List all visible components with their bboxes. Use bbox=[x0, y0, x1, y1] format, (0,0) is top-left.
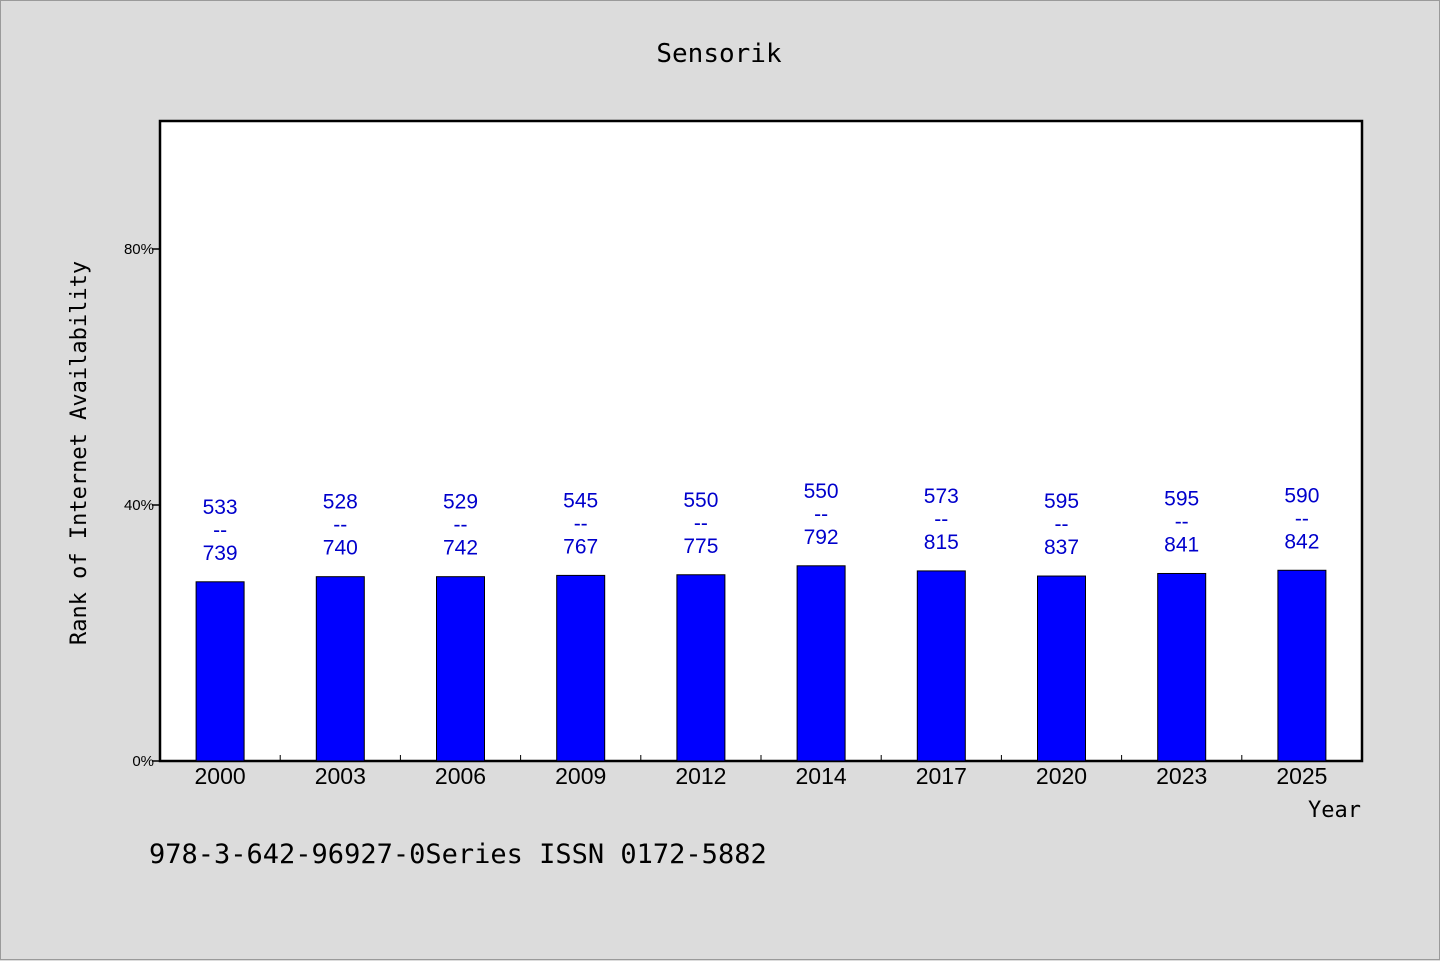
data-label-2020: 837 bbox=[1044, 536, 1079, 559]
x-tick-label: 2012 bbox=[675, 763, 726, 789]
data-label-2003: -- bbox=[333, 514, 347, 537]
x-tick-label: 2009 bbox=[555, 763, 606, 789]
data-label-2006: -- bbox=[454, 514, 468, 537]
data-label-2000: 739 bbox=[203, 542, 238, 565]
data-label-2000: 533 bbox=[203, 496, 238, 519]
bars-group bbox=[195, 565, 1327, 762]
data-label-2006: 529 bbox=[443, 491, 478, 514]
data-label-2017: 573 bbox=[924, 485, 959, 508]
x-tick-label: 2014 bbox=[796, 763, 847, 789]
data-label-2012: -- bbox=[694, 512, 708, 535]
data-label-2014: 550 bbox=[804, 480, 839, 503]
bar-2012 bbox=[676, 574, 726, 762]
bar-2003 bbox=[315, 576, 365, 762]
footer-isbn-text: 978-3-642-96927-0Series ISSN 0172-5882 bbox=[149, 839, 767, 870]
y-axis: 0% 40% 80% bbox=[124, 241, 160, 770]
x-tick-label: 2017 bbox=[916, 763, 967, 789]
data-label-2012: 550 bbox=[683, 489, 718, 512]
x-tick-label: 2006 bbox=[435, 763, 486, 789]
data-label-2023: 841 bbox=[1164, 533, 1199, 556]
data-label-2009: 545 bbox=[563, 489, 598, 512]
data-label-2023: 595 bbox=[1164, 487, 1199, 510]
x-axis: 2000 2003 2006 2009 2012 2014 2017 2020 2023 2025 bbox=[195, 755, 1327, 789]
data-label-2003: 740 bbox=[323, 537, 358, 560]
data-label-2003: 528 bbox=[323, 491, 358, 514]
data-label-2025: -- bbox=[1295, 507, 1309, 530]
data-label-2012: 775 bbox=[683, 535, 718, 558]
data-label-2025: 842 bbox=[1284, 530, 1319, 553]
data-label-2009: -- bbox=[574, 512, 588, 535]
bar-2000 bbox=[195, 581, 245, 762]
x-tick-label: 2020 bbox=[1036, 763, 1087, 789]
data-label-2025: 590 bbox=[1284, 484, 1319, 507]
bar-2025 bbox=[1277, 569, 1327, 762]
data-label-2017: 815 bbox=[924, 531, 959, 554]
x-tick-label: 2023 bbox=[1156, 763, 1207, 789]
y-tick-label: 80% bbox=[124, 241, 154, 258]
y-axis-title: Rank of Internet Availability bbox=[67, 261, 92, 645]
x-axis-title: Year bbox=[1308, 798, 1361, 823]
bar-2006 bbox=[436, 576, 485, 762]
y-tick-label: 0% bbox=[132, 753, 154, 770]
data-label-2017: -- bbox=[934, 508, 948, 531]
data-label-2000: -- bbox=[213, 519, 227, 542]
data-label-2009: 767 bbox=[563, 535, 598, 558]
y-tick-label: 40% bbox=[124, 497, 154, 514]
bar-2020 bbox=[1037, 575, 1086, 762]
x-tick-label: 2025 bbox=[1276, 763, 1327, 789]
data-label-2020: -- bbox=[1055, 513, 1069, 536]
x-tick-label: 2003 bbox=[315, 763, 366, 789]
data-label-2014: -- bbox=[814, 503, 828, 526]
bar-2017 bbox=[916, 570, 966, 762]
data-label-2023: -- bbox=[1175, 510, 1189, 533]
bar-2014 bbox=[796, 565, 846, 762]
data-label-2014: 792 bbox=[804, 526, 839, 549]
data-labels-group: 533--739528--740529--742545--767550--775… bbox=[203, 480, 1320, 565]
x-tick-label: 2000 bbox=[195, 763, 246, 789]
chart-title: Sensorik bbox=[656, 39, 782, 69]
data-label-2020: 595 bbox=[1044, 490, 1079, 513]
data-label-2006: 742 bbox=[443, 537, 478, 560]
bar-2009 bbox=[556, 574, 606, 762]
bar-2023 bbox=[1157, 572, 1207, 762]
